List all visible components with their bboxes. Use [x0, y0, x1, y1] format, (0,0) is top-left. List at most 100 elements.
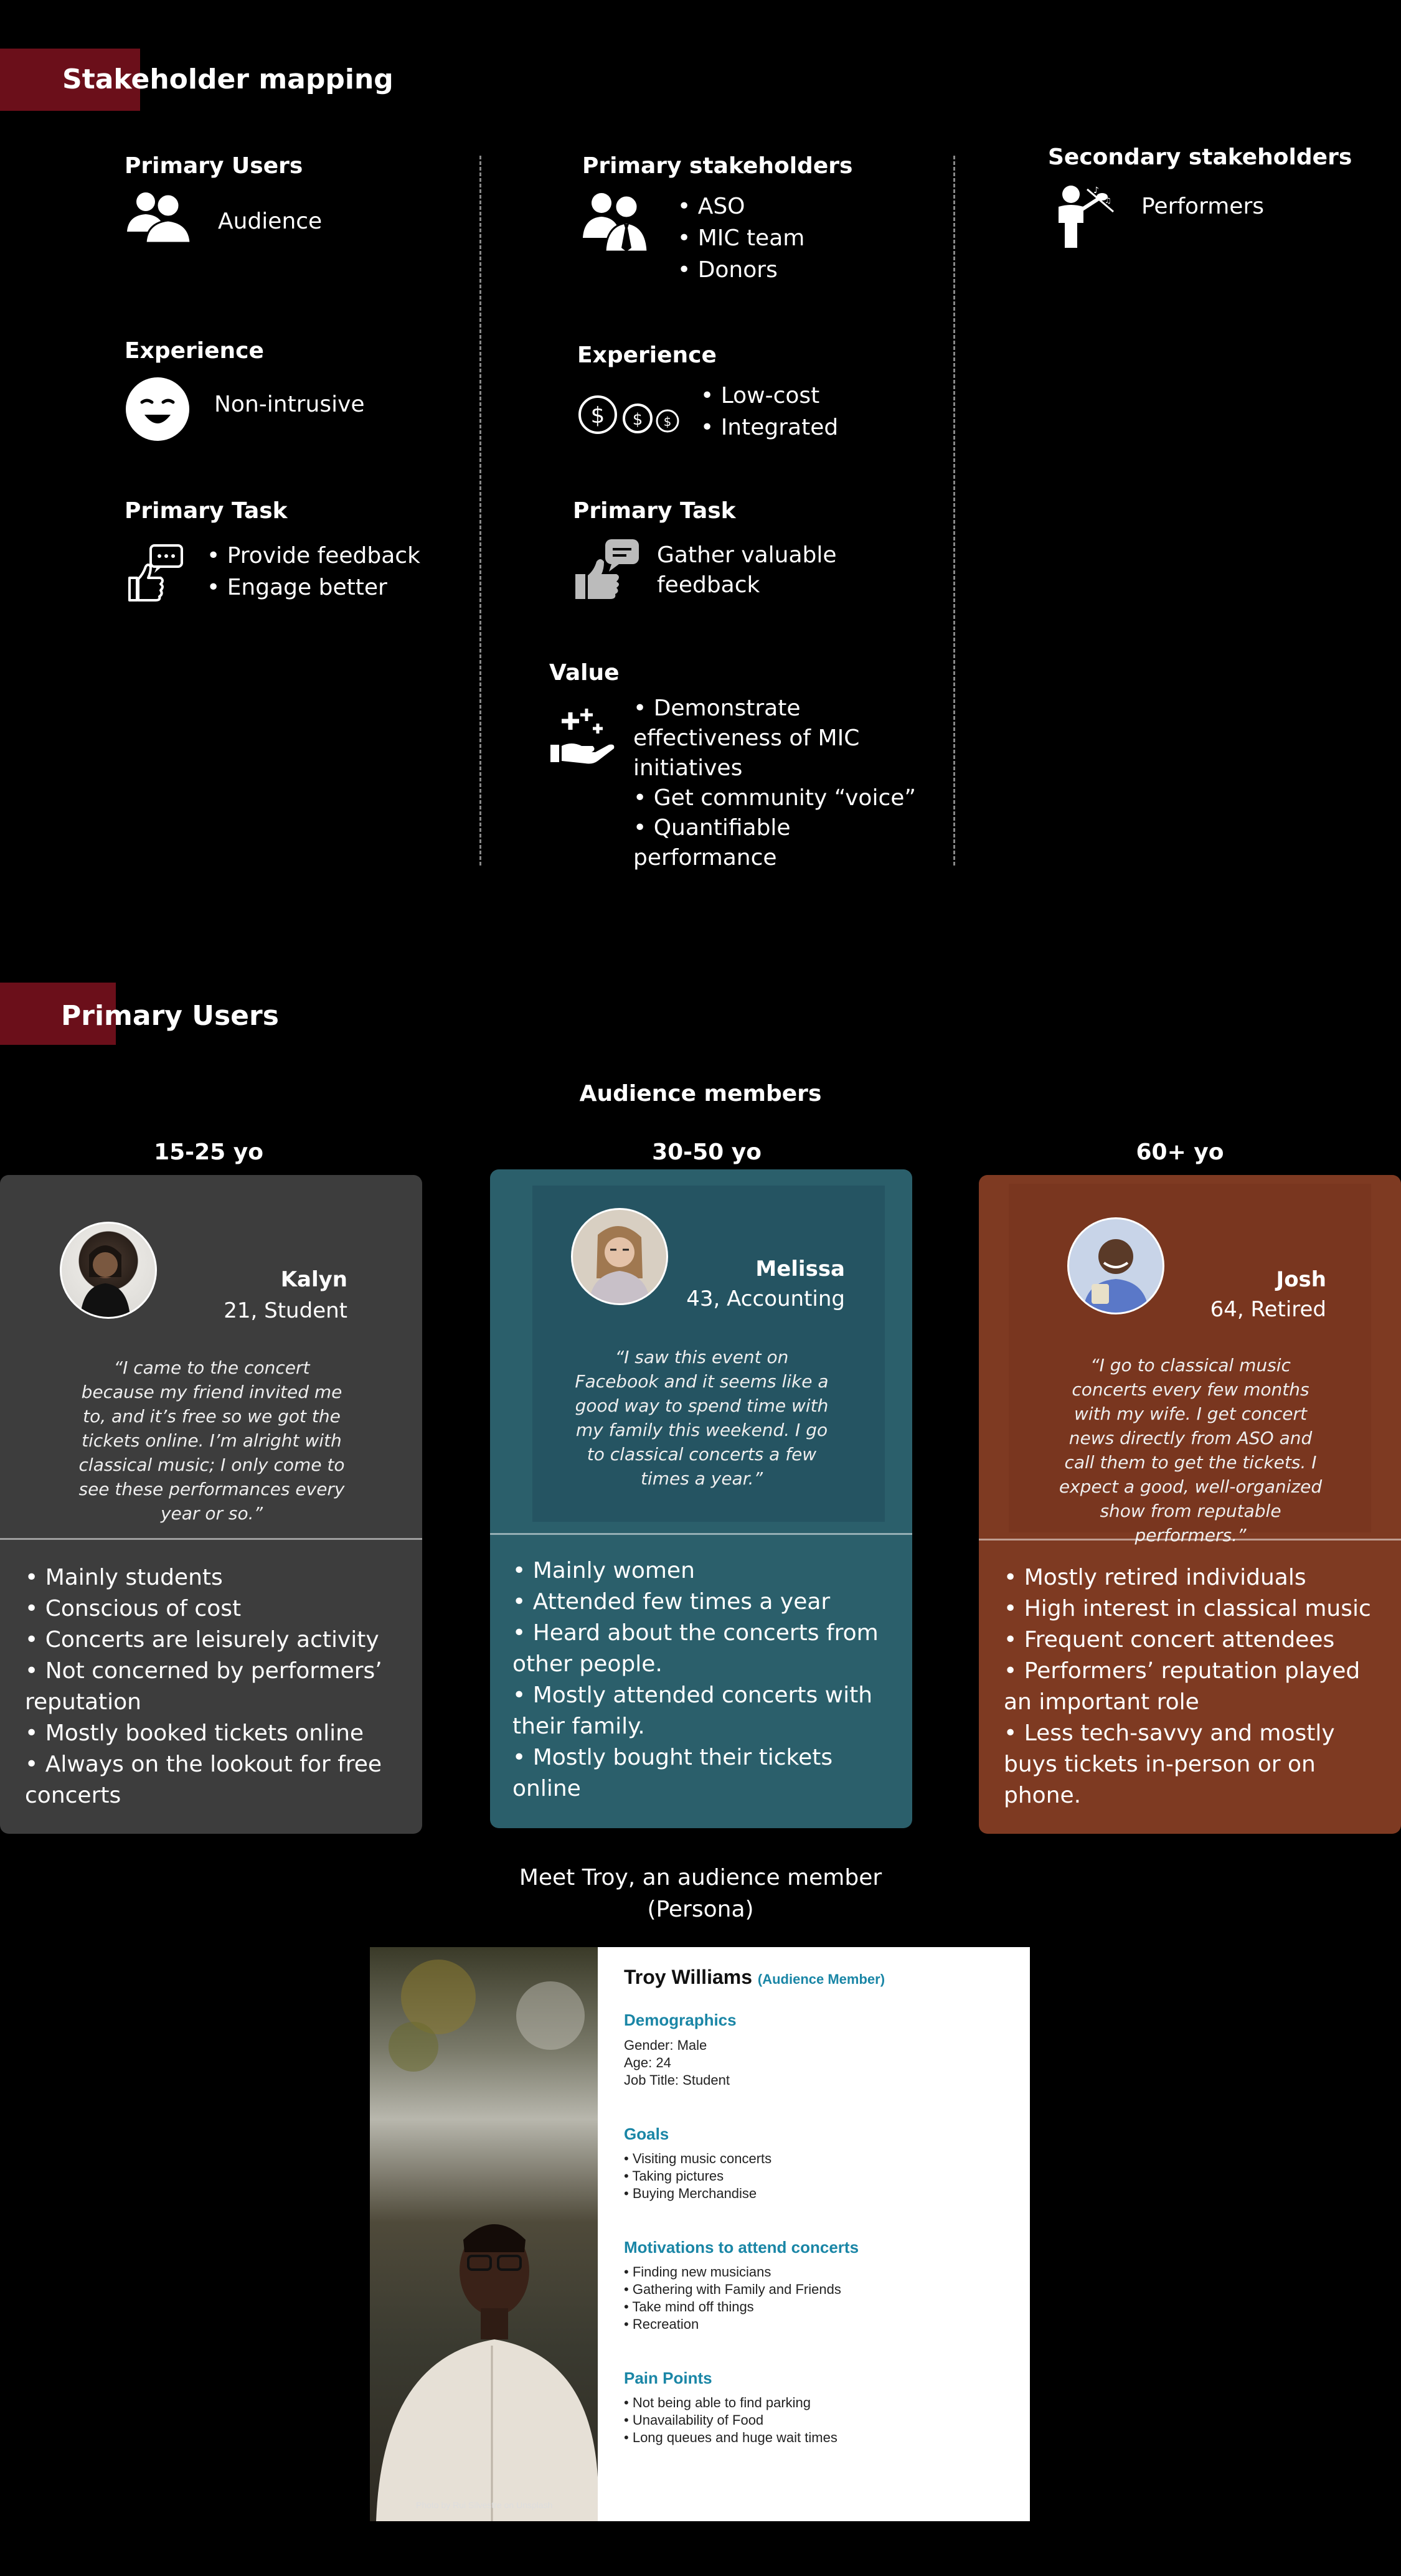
users-icon: [127, 192, 192, 244]
list-item: Donors: [677, 254, 804, 286]
list-item: Low-cost: [700, 380, 838, 412]
section-accent-bar: [0, 49, 140, 111]
demographics-heading: Demographics: [624, 2011, 737, 2029]
list-item: • Gathering with Family and Friends: [624, 2281, 841, 2297]
list-item: Mostly bought their tickets online: [512, 1742, 892, 1805]
primary-task-heading: Primary Task: [125, 498, 288, 524]
list-item: • Visiting music concerts: [624, 2151, 772, 2166]
list-item: Engage better: [207, 572, 420, 603]
list-item: • Finding new musicians: [624, 2264, 771, 2280]
persona-quote: “I go to classical music concerts every …: [1059, 1355, 1323, 1545]
persona-traits-list: Mostly retired individuals High interest…: [1004, 1562, 1384, 1811]
section-accent-bar: [0, 983, 116, 1045]
persona-title: Troy Williams (Audience Member): [624, 1966, 885, 1989]
secondary-stakeholders-heading: Secondary stakeholders: [1048, 144, 1352, 170]
list-item: • Recreation: [624, 2316, 699, 2332]
person-silhouette-icon: [80, 1245, 130, 1317]
list-item: Mostly retired individuals: [1004, 1562, 1384, 1593]
list-item: Concerts are leisurely activity: [25, 1625, 405, 1656]
persona-card-kalyn: Kalyn 21, Student “I came to the concert…: [0, 1175, 422, 1834]
person-silhouette-icon: [1083, 1239, 1149, 1313]
hand-plus-icon: [550, 709, 615, 764]
list-item: • Take mind off things: [624, 2299, 754, 2314]
list-item: Gender: Male: [624, 2037, 707, 2053]
experience-heading: Experience: [577, 342, 717, 368]
list-item: Conscious of cost: [25, 1593, 405, 1625]
list-item: ASO: [677, 191, 804, 222]
photo-credit: Photo by Rui Silvestre on Unsplash: [416, 2500, 553, 2510]
card-divider: [979, 1539, 1401, 1540]
persona-traits-list: Mainly students Conscious of cost Concer…: [25, 1562, 405, 1811]
persona-caption-line: (Persona): [647, 1897, 754, 1922]
value-list: Demonstrate effectiveness of MIC initiat…: [633, 694, 932, 873]
value-heading: Value: [549, 660, 620, 686]
person-silhouette-icon: [589, 1225, 650, 1303]
list-item: Always on the lookout for free concerts: [25, 1749, 405, 1811]
dollar-coins-icon: $ $ $: [578, 395, 679, 434]
list-item: Mainly students: [25, 1562, 405, 1593]
section-title-primary-users: Primary Users: [61, 1000, 279, 1032]
list-item: Job Title: Student: [624, 2072, 730, 2088]
persona-name: Kalyn: [280, 1267, 347, 1292]
persona-meta: 21, Student: [224, 1298, 347, 1323]
persona-caption: Meet Troy, an audience member (Persona): [0, 1862, 1401, 1925]
primary-stakeholders-list: ASO MIC team Donors: [677, 191, 805, 286]
person-portrait-icon: [376, 1960, 599, 2521]
list-item: Get community “voice”: [633, 783, 932, 813]
secondary-stakeholders-label: Performers: [1141, 194, 1265, 219]
persona-caption-line: Meet Troy, an audience member: [519, 1865, 882, 1890]
list-item: • Not being able to find parking: [624, 2395, 811, 2410]
list-item: • Taking pictures: [624, 2168, 724, 2184]
persona-card-josh: Josh 64, Retired “I go to classical musi…: [979, 1175, 1401, 1834]
column-divider: [953, 156, 955, 866]
list-item: Mainly women: [512, 1555, 892, 1587]
primary-task-heading: Primary Task: [573, 498, 736, 524]
persona-tag: (Audience Member): [757, 1971, 885, 1987]
audience-members-heading: Audience members: [579, 1081, 822, 1106]
thumbs-up-chat-icon: [575, 539, 639, 599]
primary-stakeholders-heading: Primary stakeholders: [582, 153, 853, 179]
list-item: Frequent concert attendees: [1004, 1625, 1384, 1656]
list-item: • Unavailability of Food: [624, 2412, 764, 2428]
svg-text:$: $: [664, 414, 672, 429]
section-title-stakeholder-mapping: Stakeholder mapping: [62, 64, 394, 95]
persona-sheet: Photo by Rui Silvestre on Unsplash Troy …: [370, 1947, 1030, 2521]
age-label: 60+ yo: [1136, 1139, 1224, 1165]
list-item: Mostly booked tickets online: [25, 1718, 405, 1749]
list-item: Age: 24: [624, 2055, 671, 2070]
thumbs-up-feedback-icon: [128, 544, 183, 602]
experience-label: Non-intrusive: [214, 392, 365, 417]
experience-list: Low-cost Integrated: [700, 380, 839, 443]
column-divider: [479, 156, 481, 866]
primary-task-list: Provide feedback Engage better: [207, 540, 420, 603]
list-item: • Long queues and huge wait times: [624, 2430, 837, 2445]
card-divider: [0, 1538, 422, 1540]
list-item: Attended few times a year: [512, 1587, 892, 1618]
primary-users-label: Audience: [218, 209, 323, 234]
goals-heading: Goals: [624, 2125, 669, 2143]
age-label: 15-25 yo: [154, 1139, 263, 1165]
list-item: Heard about the concerts from other peop…: [512, 1618, 892, 1680]
business-people-icon: [583, 193, 649, 253]
list-item: Not concerned by performers’ reputation: [25, 1656, 405, 1718]
persona-card-melissa: Melissa 43, Accounting “I saw this event…: [490, 1169, 912, 1828]
list-item: Performers’ reputation played an importa…: [1004, 1656, 1384, 1718]
persona-name: Josh: [1276, 1267, 1326, 1292]
persona-traits-list: Mainly women Attended few times a year H…: [512, 1555, 892, 1805]
avatar: [571, 1208, 668, 1305]
list-item: Demonstrate effectiveness of MIC initiat…: [633, 694, 932, 783]
persona-name: Melissa: [755, 1257, 845, 1281]
persona-meta: 64, Retired: [1210, 1297, 1326, 1322]
age-label: 30-50 yo: [652, 1139, 762, 1165]
primary-users-heading: Primary Users: [125, 153, 303, 179]
card-top-panel: [1009, 1184, 1371, 1532]
persona-meta: 43, Accounting: [686, 1286, 845, 1311]
persona-quote: “I saw this event on Facebook and it see…: [575, 1347, 829, 1489]
avatar: [60, 1222, 157, 1319]
motivations-heading: Motivations to attend concerts: [624, 2238, 859, 2257]
persona-name: Troy Williams: [624, 1966, 752, 1988]
card-divider: [490, 1533, 912, 1535]
list-item: Provide feedback: [207, 540, 420, 572]
persona-quote: “I came to the concert because my friend…: [78, 1357, 345, 1524]
motivations-list: • Finding new musicians • Gathering with…: [624, 2263, 841, 2333]
